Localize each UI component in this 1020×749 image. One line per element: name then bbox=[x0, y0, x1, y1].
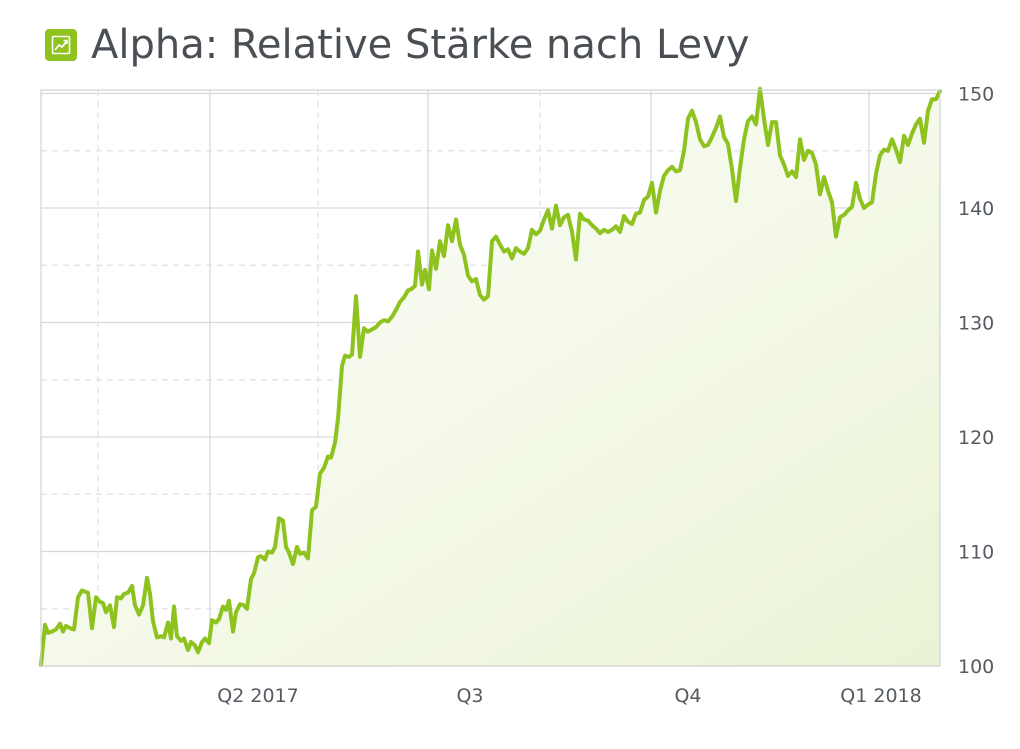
y-tick-label: 110 bbox=[958, 542, 994, 564]
y-tick-label: 150 bbox=[958, 84, 994, 106]
x-axis: Q2 2017 Q3 Q4 Q1 2018 bbox=[217, 685, 921, 707]
y-tick-label: 100 bbox=[958, 656, 994, 678]
chart-header: Alpha: Relative Stärke nach Levy bbox=[45, 20, 750, 70]
line-chart-trend-icon bbox=[45, 29, 77, 61]
x-tick-label: Q2 2017 bbox=[217, 685, 298, 707]
y-tick-label: 120 bbox=[958, 427, 994, 449]
plot-frame bbox=[40, 89, 941, 667]
chart-title: Alpha: Relative Stärke nach Levy bbox=[91, 22, 750, 68]
area-fill bbox=[41, 88, 940, 666]
x-tick-label: Q4 bbox=[674, 685, 701, 707]
y-tick-label: 140 bbox=[958, 198, 994, 220]
y-axis: 150 140 130 120 110 100 bbox=[958, 84, 994, 679]
y-tick-label: 130 bbox=[958, 313, 994, 335]
x-tick-label: Q1 2018 bbox=[840, 685, 921, 707]
relative-strength-line bbox=[39, 86, 942, 667]
x-tick-label: Q3 bbox=[456, 685, 483, 707]
